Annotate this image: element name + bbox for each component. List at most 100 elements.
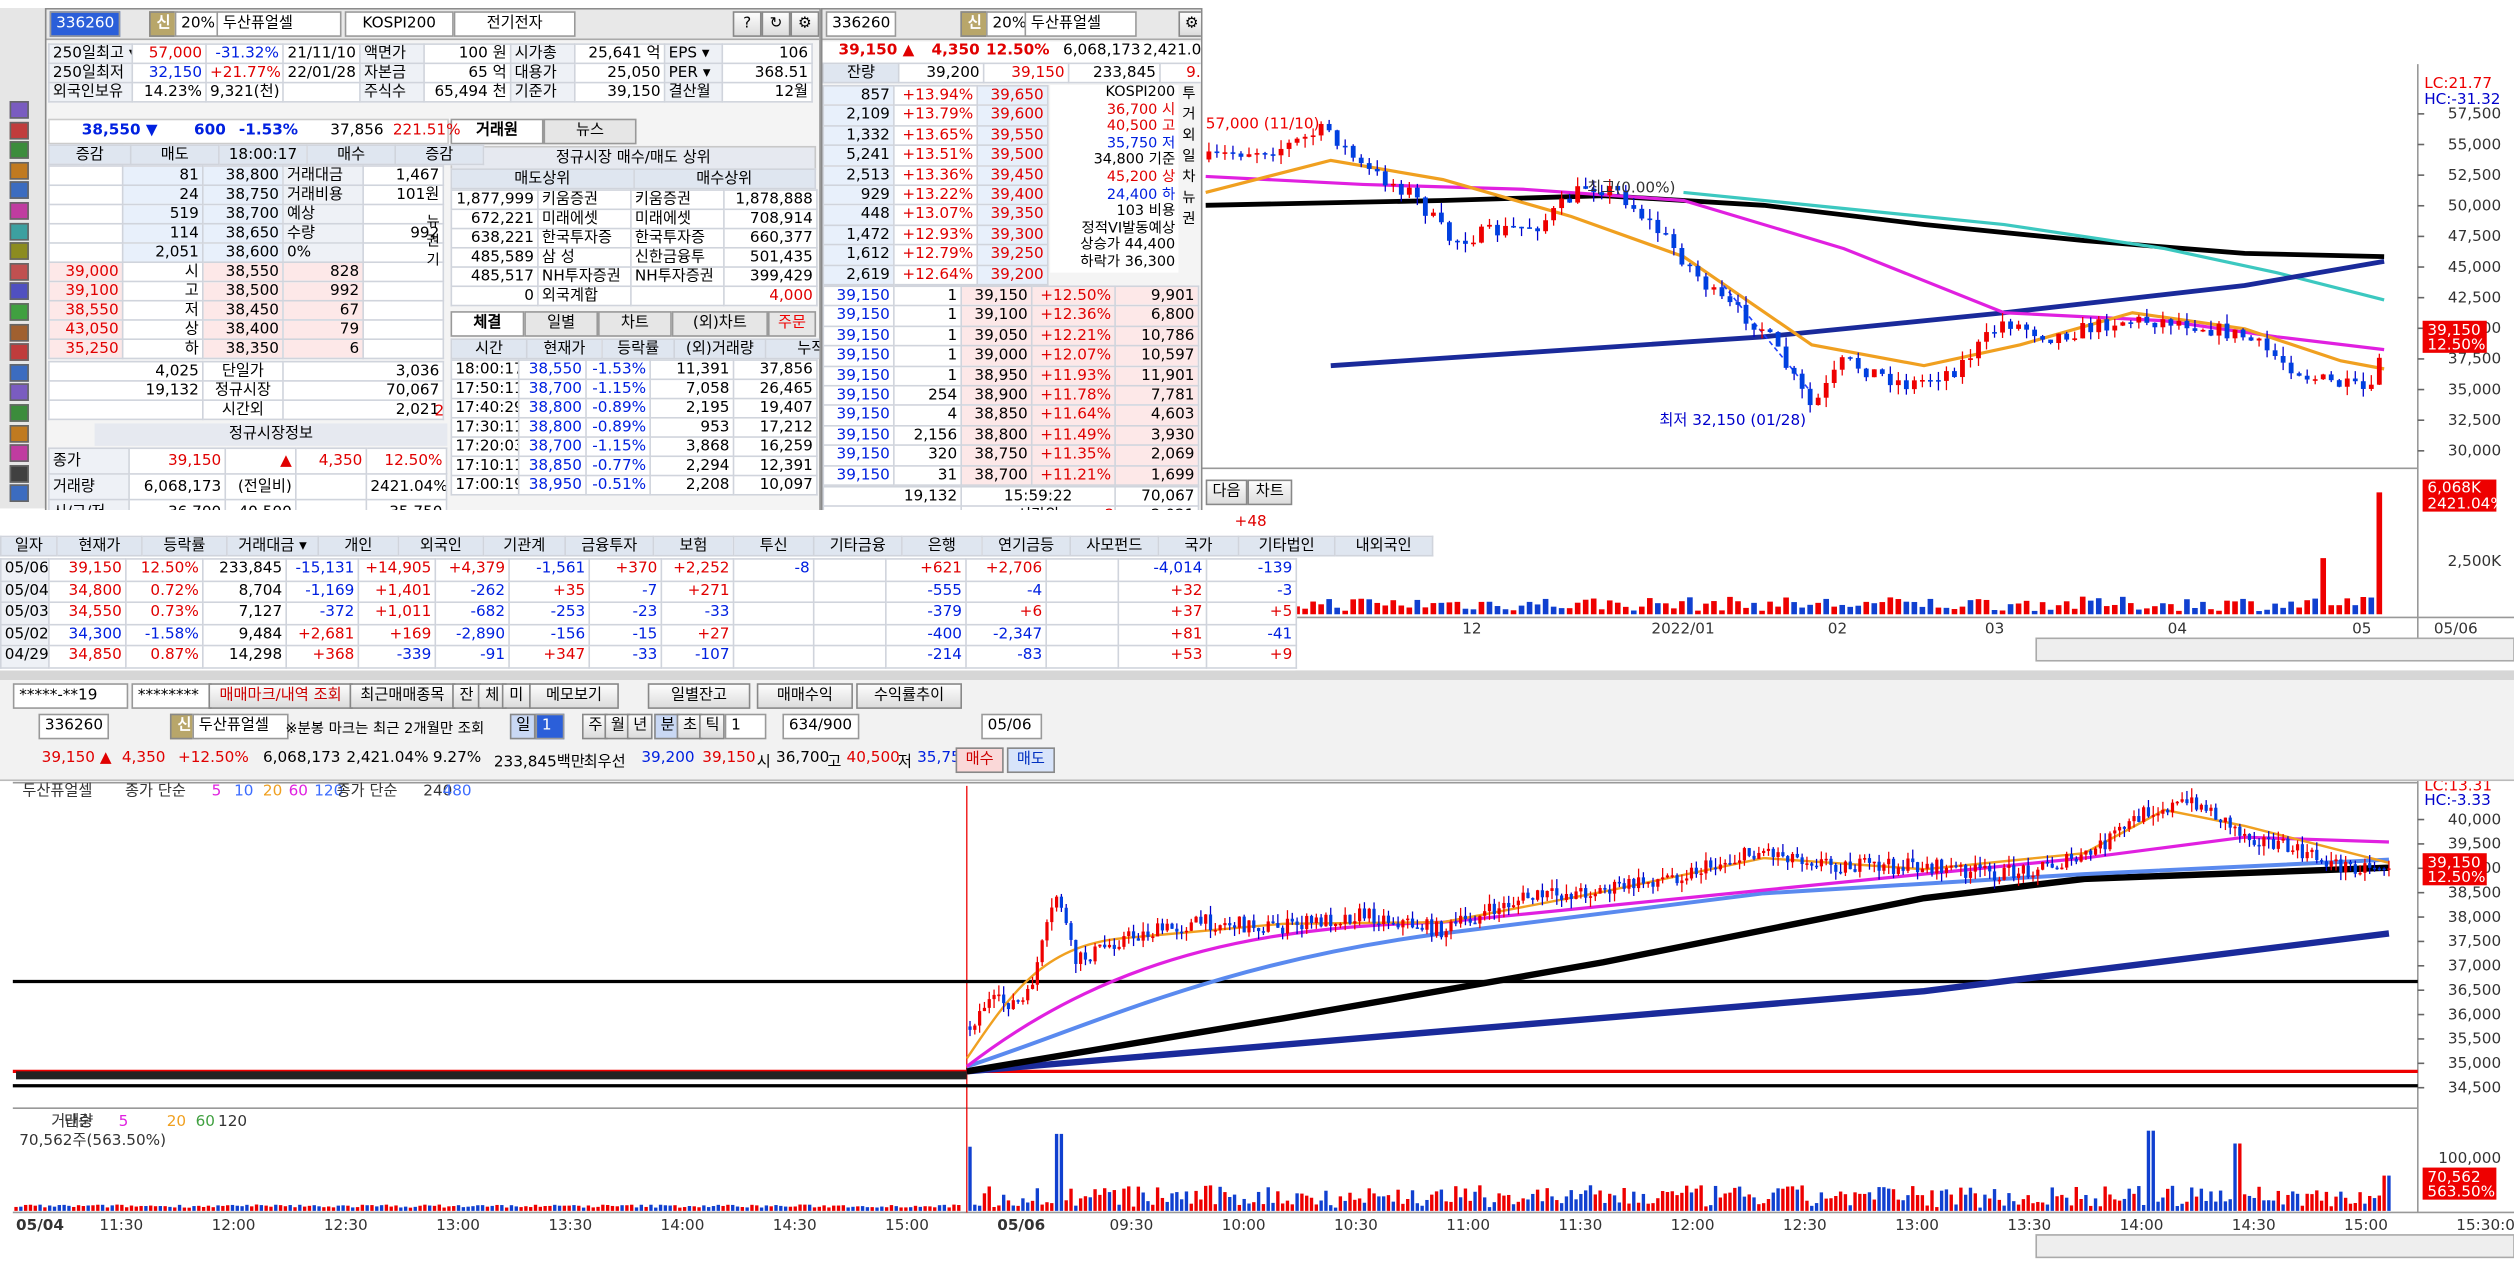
info-line: 36,700 시 [1106, 101, 1176, 119]
toolbar-button[interactable]: 일별잔고 [647, 683, 751, 709]
sidebar-icon[interactable] [9, 343, 29, 362]
chart-button[interactable]: 차트 [1247, 479, 1293, 506]
volume-bar [1566, 608, 1573, 615]
sidebar-icon[interactable] [9, 404, 29, 422]
toolbar-button[interactable]: 체 [477, 683, 507, 709]
toolbar-button[interactable]: 메모보기 [529, 683, 619, 709]
side-tab[interactable]: 권 [1182, 211, 1196, 228]
sidebar-icon[interactable] [9, 262, 29, 281]
stock-info-table: 250일최고 ▾ 57,000 -31.32% 21/11/10 액면가 100 원 시가총… [48, 43, 813, 103]
period-button[interactable]: 주 [582, 713, 608, 740]
tab[interactable]: 주문 [767, 311, 817, 337]
side-tab[interactable]: 외 [1182, 128, 1196, 145]
side-tab[interactable]: 뉴 [426, 214, 440, 231]
volume-bar [418, 1205, 422, 1211]
period-button[interactable]: 일 [509, 713, 536, 740]
volume-bar [129, 1205, 134, 1211]
volume-bar [1680, 1192, 1684, 1211]
period-button[interactable]: 월 [604, 713, 631, 740]
tab[interactable]: 거래원 [450, 118, 544, 145]
settings-button[interactable]: ⚙ [790, 11, 820, 37]
candle-body [2233, 826, 2237, 829]
trade-button[interactable]: 매수 [955, 747, 1004, 774]
tab[interactable]: 체결 [450, 311, 525, 337]
table-cell: +81 [1117, 623, 1208, 647]
sidebar-icon[interactable] [9, 363, 29, 382]
sidebar-icon[interactable] [9, 484, 29, 503]
toolbar-button[interactable]: 매매수익 [756, 683, 853, 709]
code-input[interactable]: 336260 [38, 713, 110, 740]
volume-bar [519, 1207, 523, 1211]
trade-button[interactable]: 매도 [1006, 747, 1055, 774]
volume-bar [1401, 1203, 1405, 1211]
sidebar-icon[interactable] [9, 181, 29, 200]
sidebar-icon[interactable] [9, 424, 29, 442]
code-input[interactable]: 336260 [825, 11, 897, 37]
toolbar-button[interactable]: 수익률추이 [856, 683, 962, 709]
code-input[interactable]: 336260 [49, 11, 121, 37]
table-cell: 10,097 [732, 474, 818, 496]
toolbar-button[interactable]: 매매마크/내역 조회 [208, 683, 353, 709]
table-cell: 19,132 [822, 485, 962, 507]
sidebar-icon[interactable] [9, 242, 29, 261]
candle-body [1545, 891, 1549, 898]
help-button[interactable]: ? [732, 11, 762, 37]
volume-bar [1983, 1194, 1987, 1211]
side-tab[interactable]: 권 [426, 234, 440, 251]
sidebar-icon[interactable] [9, 121, 29, 139]
refresh-button[interactable]: ↻ [761, 11, 791, 37]
period-button[interactable]: 년 [626, 713, 653, 740]
column-header: 기관계 [482, 535, 566, 557]
toolbar-button[interactable]: 미 [501, 683, 531, 709]
period-button[interactable]: 분 [654, 713, 680, 740]
sidebar-icon[interactable] [9, 222, 29, 240]
table-cell: 키움증권 [537, 189, 632, 211]
candle-body [2286, 838, 2290, 852]
sidebar-icon[interactable] [9, 202, 29, 220]
candle-body [1944, 867, 1949, 873]
table-cell: +6 [965, 601, 1047, 625]
toolbar-button[interactable]: 최근매매종목 [349, 683, 456, 709]
next-button[interactable]: 다음 [1205, 479, 1248, 506]
tab[interactable]: (외)차트 [671, 311, 768, 337]
side-tab[interactable]: 차 [1182, 170, 1196, 187]
candle-body [1367, 908, 1371, 919]
side-tab[interactable]: 기 [426, 253, 440, 270]
sidebar-icon[interactable] [9, 383, 29, 402]
volume-bar [1579, 1193, 1583, 1211]
settings-button[interactable]: ⚙ [1178, 11, 1201, 37]
sidebar-icon[interactable] [9, 161, 29, 180]
sidebar-icon[interactable] [9, 303, 29, 321]
side-tab[interactable]: 뉴 [1182, 190, 1196, 207]
table-cell: 2421.04% [365, 473, 448, 501]
candle-body [1848, 861, 1852, 870]
table-row: 17:10:11 38,850 -0.77% 2,294 12,391 [450, 455, 818, 477]
toolbar-button[interactable]: 잔 [452, 683, 481, 709]
unit-select[interactable]: 1 [724, 713, 767, 740]
date-input[interactable]: 05/06 [981, 713, 1043, 740]
side-tab[interactable]: 거 [1182, 107, 1196, 124]
side-tab[interactable]: 일 [1182, 149, 1196, 166]
tab[interactable]: 차트 [598, 311, 672, 337]
side-tab[interactable]: 투 [1182, 86, 1196, 103]
account-select[interactable]: *****-**19 [12, 683, 129, 709]
count-input[interactable]: 634/900 [782, 713, 860, 740]
unit-select[interactable]: 1 [535, 713, 565, 740]
header-value: 6,068,173 [1063, 41, 1141, 60]
tab[interactable]: 일별 [524, 311, 599, 337]
tab[interactable]: 뉴스 [543, 118, 637, 145]
sidebar-icon[interactable] [9, 323, 29, 341]
period-button[interactable]: 틱 [699, 713, 725, 740]
sidebar-icon[interactable] [9, 444, 29, 463]
sidebar-icon[interactable] [9, 464, 29, 483]
sidebar-icon[interactable] [9, 101, 29, 119]
sidebar-icon[interactable] [9, 141, 29, 160]
volume-bar [1973, 1193, 1977, 1211]
scrollbar [2035, 637, 2514, 662]
volume-bar [322, 1207, 326, 1211]
sidebar-icon[interactable] [9, 282, 29, 301]
candle-body [1122, 936, 1126, 947]
volume-bar [1915, 1195, 1920, 1211]
candle-body [1911, 380, 1917, 390]
password-input[interactable]: ******** [131, 683, 212, 709]
